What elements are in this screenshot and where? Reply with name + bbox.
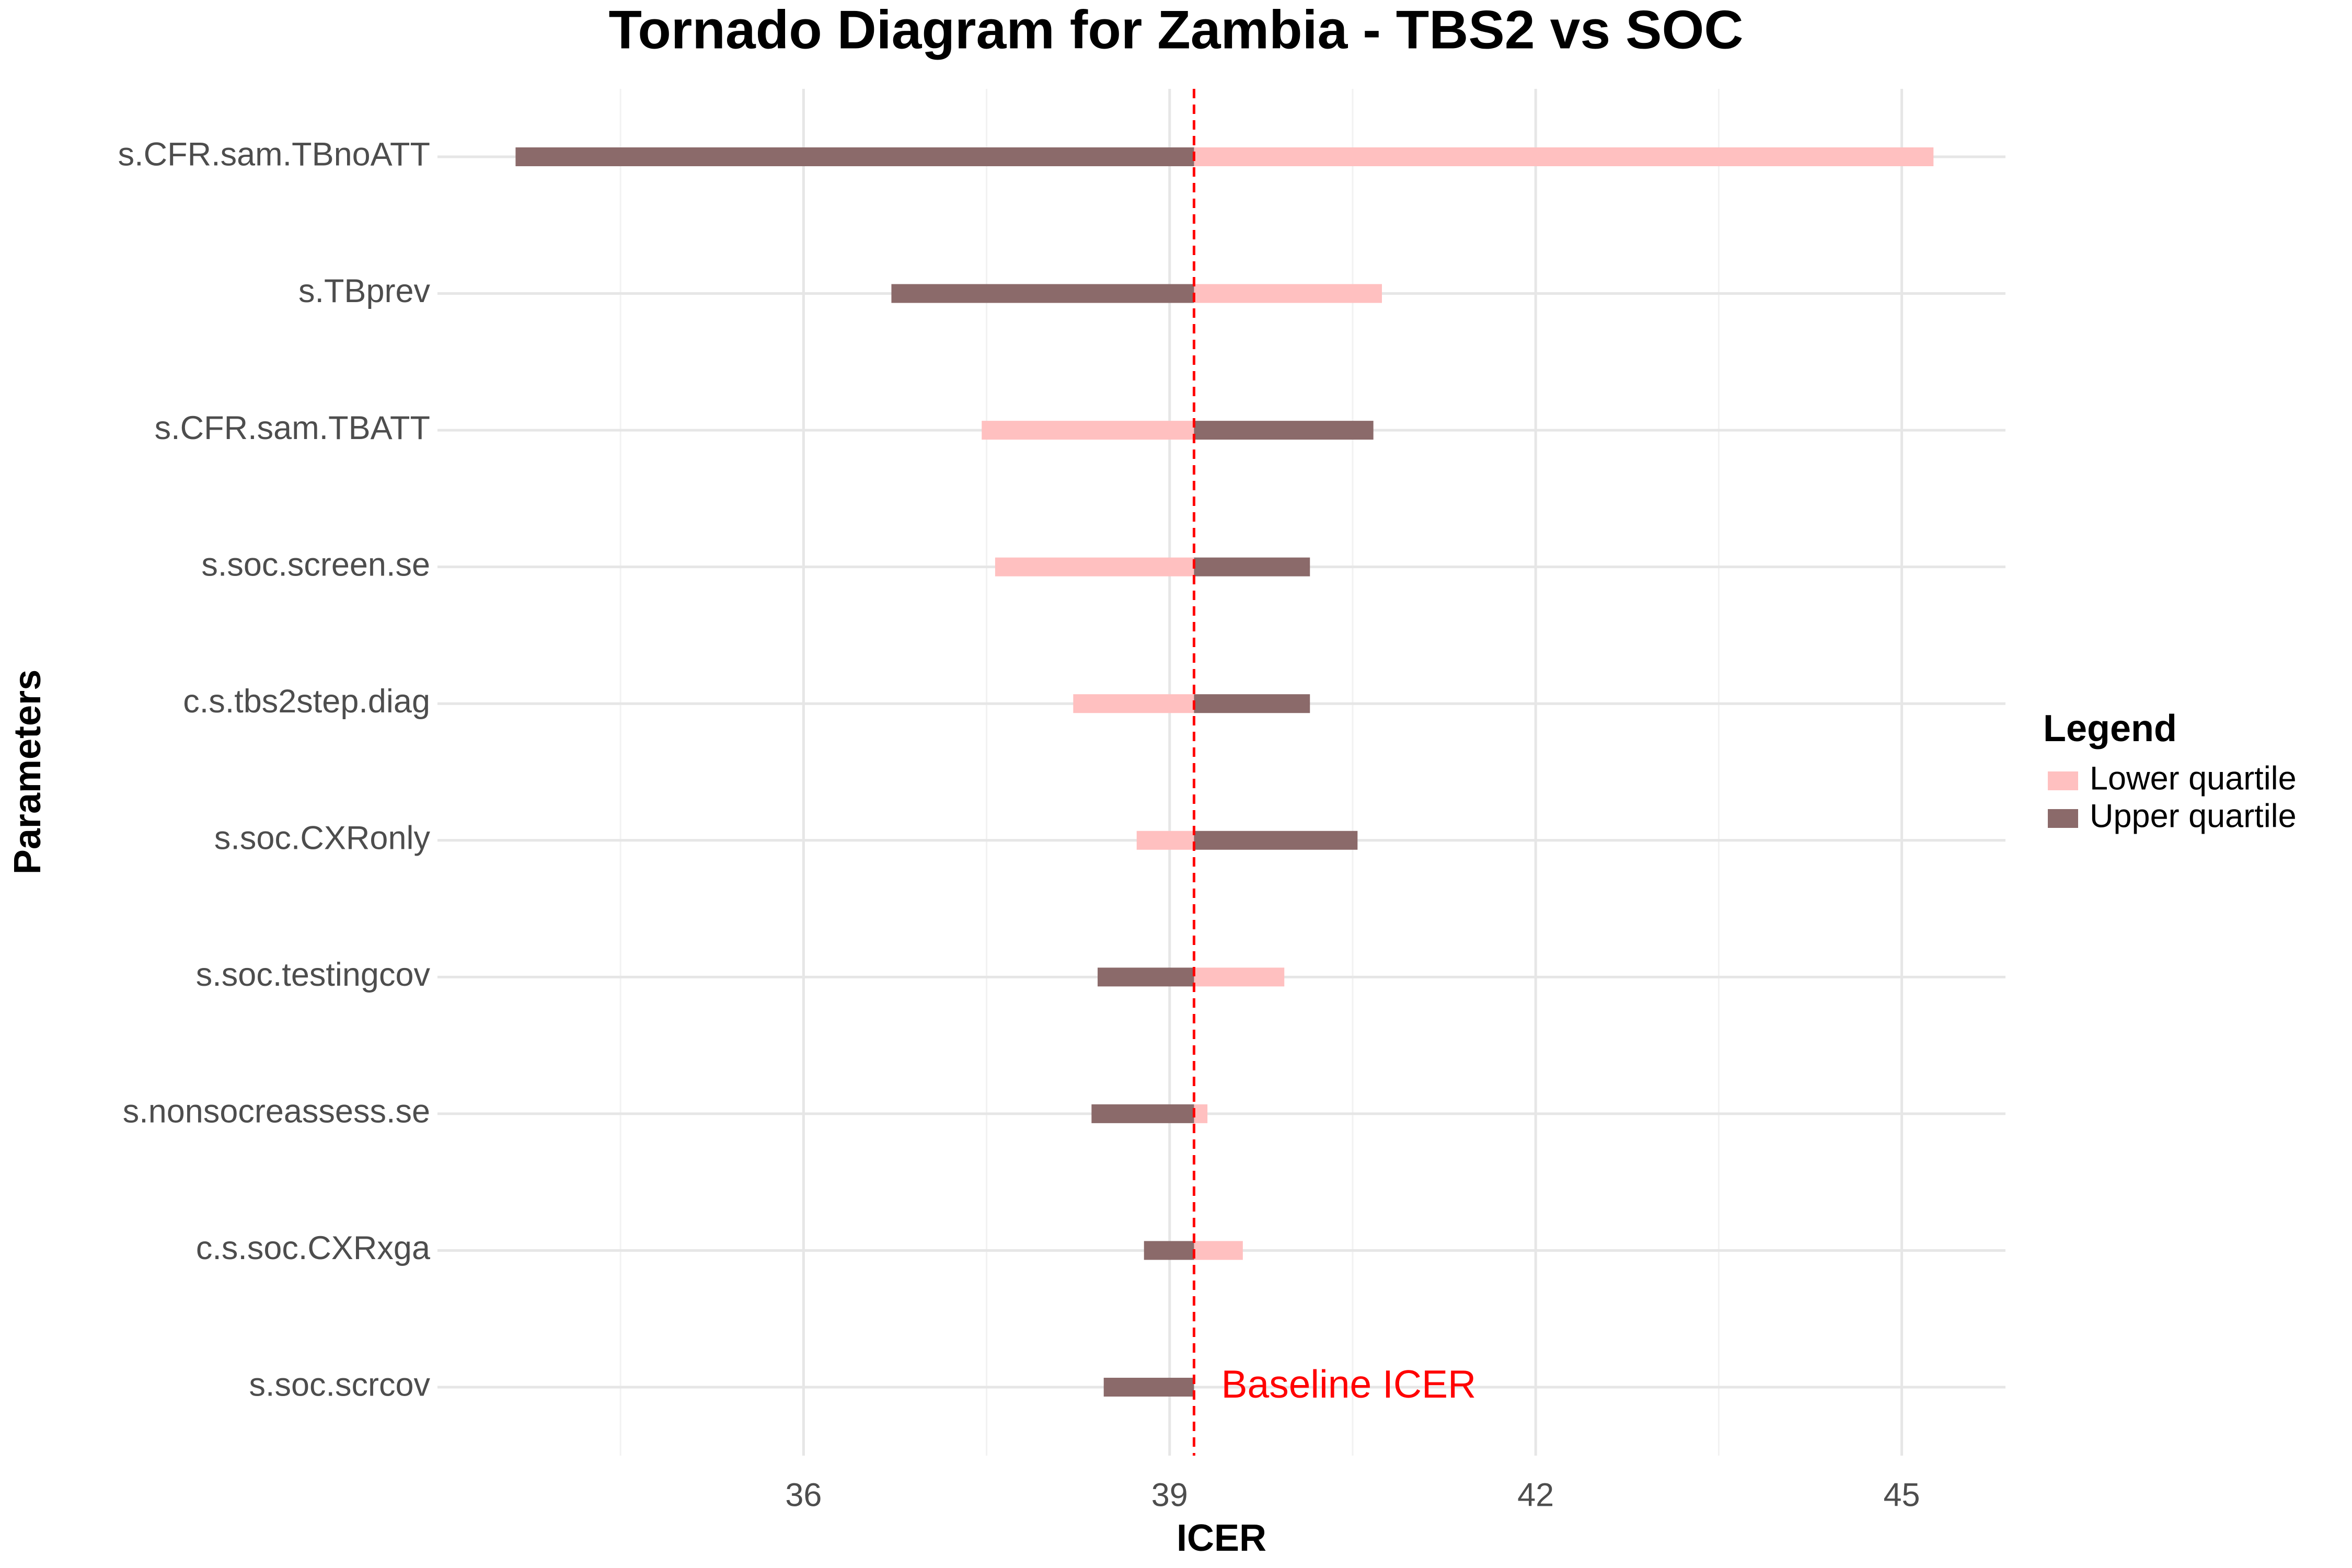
y-tick-label: c.s.soc.CXRxga — [196, 1230, 431, 1266]
bar — [891, 284, 1194, 303]
legend-label: Lower quartile — [2090, 760, 2297, 797]
legend-key — [2048, 771, 2078, 790]
x-tick-label: 42 — [1517, 1477, 1554, 1514]
bar — [1098, 967, 1194, 987]
y-tick-label: s.soc.testingcov — [196, 956, 431, 993]
legend-key — [2048, 809, 2078, 828]
bar — [1194, 421, 1374, 440]
legend-label: Upper quartile — [2090, 798, 2297, 835]
y-tick-label: s.CFR.sam.TBATT — [155, 410, 430, 446]
y-tick-label: s.TBprev — [298, 273, 431, 309]
legend-title: Legend — [2043, 708, 2177, 750]
bar — [995, 557, 1194, 577]
bar — [1136, 831, 1194, 850]
bar — [1194, 831, 1358, 850]
bar — [1091, 1104, 1194, 1123]
bar — [1194, 557, 1310, 577]
x-tick-label: 39 — [1151, 1477, 1188, 1514]
bar — [1194, 284, 1382, 303]
y-tick-label: s.soc.CXRonly — [214, 820, 431, 856]
bar — [1194, 694, 1310, 713]
y-tick-label: s.nonsocreassess.se — [123, 1093, 430, 1130]
bar — [1194, 1104, 1208, 1123]
bar — [1144, 1241, 1194, 1260]
chart-title: Tornado Diagram for Zambia - TBS2 vs SOC — [609, 0, 1744, 60]
bar — [982, 421, 1194, 440]
y-tick-label: s.soc.scrcov — [249, 1367, 430, 1403]
bar — [1103, 1378, 1194, 1397]
bar — [515, 147, 1194, 166]
bar — [1194, 1241, 1243, 1260]
x-axis-title: ICER — [1177, 1517, 1266, 1559]
bar — [1073, 694, 1194, 713]
x-tick-label: 36 — [785, 1477, 822, 1514]
x-tick-label: 45 — [1884, 1477, 1920, 1514]
y-axis-title: Parameters — [7, 670, 49, 874]
baseline-annotation: Baseline ICER — [1221, 1362, 1476, 1406]
y-tick-label: s.CFR.sam.TBnoATT — [118, 136, 430, 173]
y-tick-label: c.s.tbs2step.diag — [183, 683, 430, 720]
y-tick-label: s.soc.screen.se — [201, 546, 430, 583]
bar — [1194, 967, 1285, 987]
bar — [1194, 147, 1934, 166]
